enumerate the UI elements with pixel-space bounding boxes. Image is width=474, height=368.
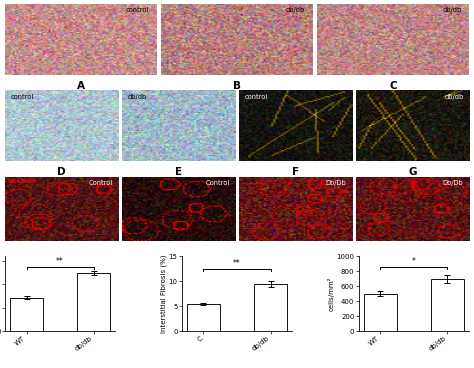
Bar	[431, 279, 464, 331]
Bar	[10, 298, 43, 331]
Bar	[187, 304, 220, 331]
Bar	[364, 294, 397, 331]
Text: A: A	[77, 81, 85, 91]
Text: WGA/DAPI: WGA/DAPI	[8, 179, 36, 184]
Text: Control: Control	[88, 180, 113, 186]
Text: db/db: db/db	[442, 7, 462, 13]
Text: F: F	[292, 167, 299, 177]
Text: *: *	[412, 257, 416, 266]
Text: G: G	[408, 167, 417, 177]
Text: **: **	[56, 257, 64, 266]
Text: C: C	[390, 81, 397, 91]
Y-axis label: cells/mm²: cells/mm²	[328, 277, 335, 311]
Text: D: D	[57, 167, 66, 177]
Text: db/db: db/db	[128, 94, 146, 100]
Text: db/db: db/db	[444, 94, 464, 100]
Y-axis label: Interstitial Fibrosis (%): Interstitial Fibrosis (%)	[161, 255, 167, 333]
Text: Db/Db: Db/Db	[326, 180, 346, 186]
Text: **: **	[233, 259, 241, 268]
Text: Db/Db: Db/Db	[443, 180, 464, 186]
Text: B: B	[233, 81, 241, 91]
Text: control: control	[245, 94, 268, 100]
Text: control: control	[126, 7, 149, 13]
Text: control: control	[10, 94, 34, 100]
Text: Control: Control	[205, 180, 229, 186]
Text: db/db: db/db	[286, 7, 305, 13]
Text: E: E	[175, 167, 182, 177]
Bar	[77, 273, 110, 331]
Bar	[254, 284, 287, 331]
